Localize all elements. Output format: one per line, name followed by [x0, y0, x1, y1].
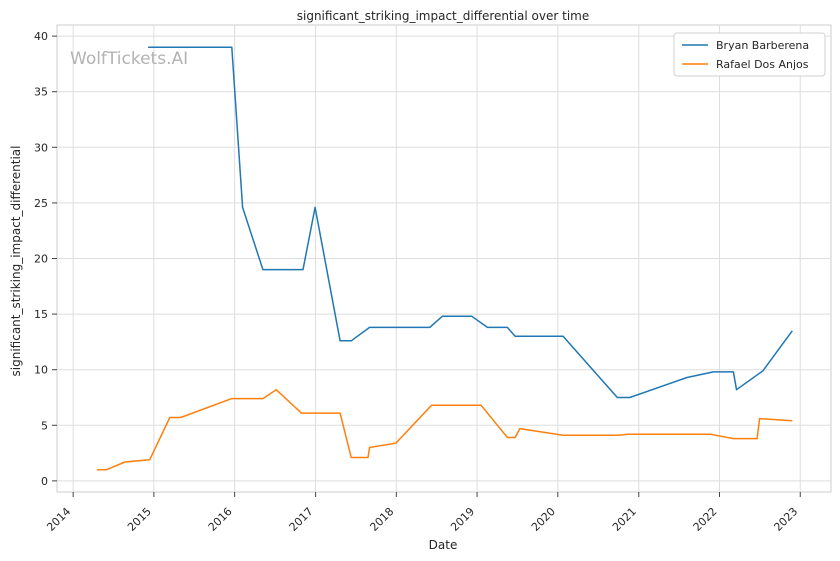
x-tick-label-2014: 2014 — [44, 505, 73, 534]
x-tick-label-2022: 2022 — [691, 505, 720, 534]
x-axis-ticks: 2014 2015 2016 2017 2018 2019 2020 2021 2022 2023 — [44, 492, 801, 534]
legend-label-rafael-dos-anjos: Rafael Dos Anjos — [716, 58, 809, 71]
legend-box — [673, 32, 826, 77]
chart-title: significant_striking_impact_differential… — [297, 9, 589, 23]
y-axis-ticks: 0 5 10 15 20 25 30 35 40 — [34, 30, 57, 488]
x-tick-label-2015: 2015 — [125, 505, 154, 534]
y-axis-title: significant_striking_impact_differential — [9, 146, 23, 377]
y-tick-label-15: 15 — [34, 308, 48, 321]
y-tick-label-10: 10 — [34, 364, 48, 377]
series-line-bryan-barberena — [148, 46, 793, 399]
series-lines — [97, 46, 793, 471]
x-tick-label-2018: 2018 — [367, 505, 396, 534]
x-axis-title: Date — [429, 538, 458, 552]
y-tick-label-35: 35 — [34, 86, 48, 99]
y-tick-label-0: 0 — [41, 475, 48, 488]
legend: Bryan Barberena Rafael Dos Anjos — [673, 32, 826, 77]
x-tick-label-2023: 2023 — [771, 505, 800, 534]
x-tick-label-2019: 2019 — [448, 505, 477, 534]
x-tick-label-2020: 2020 — [529, 505, 558, 534]
y-tick-label-5: 5 — [41, 419, 48, 432]
y-tick-label-20: 20 — [34, 253, 48, 266]
y-tick-label-40: 40 — [34, 30, 48, 43]
y-tick-label-25: 25 — [34, 197, 48, 210]
watermark: WolfTickets.AI — [70, 49, 188, 69]
y-tick-label-30: 30 — [34, 141, 48, 154]
x-tick-label-2016: 2016 — [206, 505, 235, 534]
x-tick-label-2021: 2021 — [610, 505, 639, 534]
grid-lines — [57, 25, 831, 492]
series-line-rafael-dos-anjos — [97, 388, 793, 471]
x-tick-label-2017: 2017 — [287, 505, 316, 534]
legend-label-bryan-barberena: Bryan Barberena — [716, 39, 809, 52]
